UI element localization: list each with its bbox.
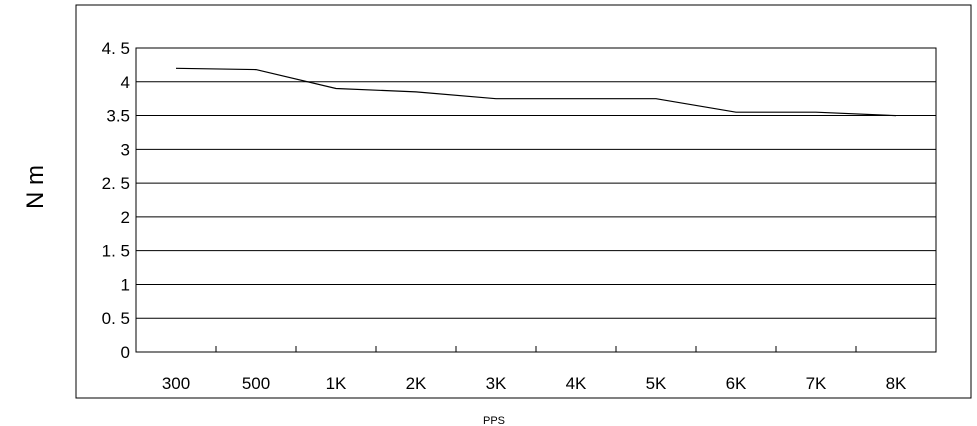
- y-axis-title: N m: [22, 165, 49, 209]
- x-tick-label: 8K: [886, 374, 907, 393]
- x-tick-label: 500: [242, 374, 270, 393]
- y-tick-label: 3: [121, 140, 130, 159]
- series: [175, 67, 897, 117]
- x-axis-ticks: [135, 346, 937, 352]
- x-tick-label: 7K: [806, 374, 827, 393]
- series-line: [175, 67, 897, 117]
- y-tick-label: 4: [121, 73, 130, 92]
- y-tick-label: 0: [121, 343, 130, 362]
- y-tick-label: 3.5: [106, 107, 130, 126]
- y-tick-label: 2. 5: [102, 174, 130, 193]
- plot-area: [135, 47, 937, 353]
- y-tick-label: 2: [121, 208, 130, 227]
- x-tick-label: 2K: [406, 374, 427, 393]
- y-tick-label: 4. 5: [102, 39, 130, 58]
- x-tick-label: 300: [162, 374, 190, 393]
- y-axis-tick-labels: 0 0. 5 1 1. 5 2 2. 5 3 3.5 4 4. 5: [102, 39, 130, 362]
- x-axis-tick-labels: 300 500 1K 2K 3K 4K 5K 6K 7K 8K: [162, 374, 907, 393]
- x-tick-label: 3K: [486, 374, 507, 393]
- y-tick-label: 1: [121, 275, 130, 294]
- y-tick-label: 1. 5: [102, 242, 130, 261]
- gridlines: [136, 47, 936, 319]
- x-tick-label: 4K: [566, 374, 587, 393]
- x-tick-label: 1K: [326, 374, 347, 393]
- x-axis-title: PPS: [483, 415, 505, 426]
- y-tick-label: 0. 5: [102, 309, 130, 328]
- x-tick-label: 6K: [726, 374, 747, 393]
- x-tick-label: 5K: [646, 374, 667, 393]
